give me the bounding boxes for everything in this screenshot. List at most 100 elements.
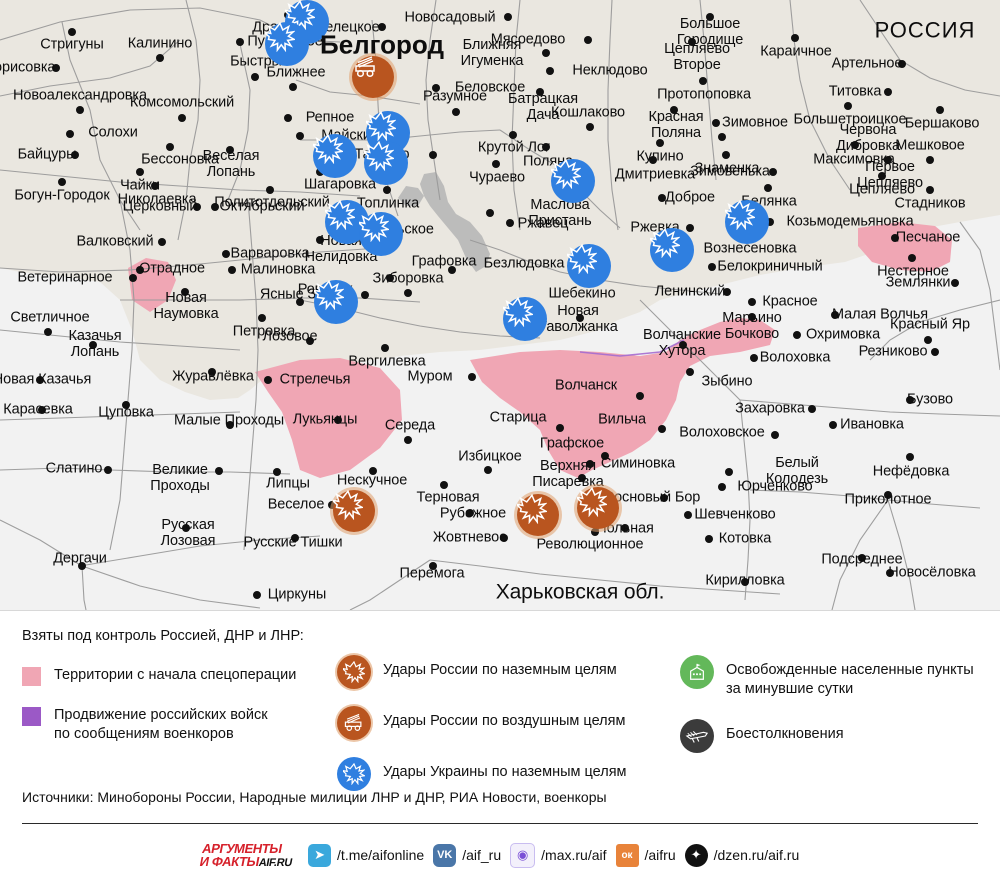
city-dot — [546, 67, 554, 75]
city-label: Разумное — [423, 88, 487, 105]
city-label: Дергачи — [53, 550, 107, 567]
city-dot — [858, 554, 866, 562]
city-dot — [708, 263, 716, 271]
city-label: Белый Колодезь — [765, 455, 829, 487]
ukraine-ground-strike-marker[interactable] — [725, 200, 769, 244]
city-label: Липцы — [266, 475, 310, 492]
aif-logo-line2: И ФАКТЫ — [198, 853, 261, 869]
telegram-icon: ➤ — [308, 843, 332, 867]
city-label: Волчанские Хутора — [643, 327, 721, 359]
city-label: Николаевка — [117, 191, 197, 208]
city-dot — [316, 236, 324, 244]
city-dot — [898, 60, 906, 68]
city-dot — [215, 467, 223, 475]
city-label: Нескучное — [336, 472, 408, 489]
russia-ground-strike-marker[interactable] — [333, 490, 375, 532]
legend-item-russia-air-strikes[interactable]: Удары России по воздушным целям — [337, 706, 627, 740]
social-link-vk[interactable]: VK/aif_ru — [433, 843, 501, 867]
city-label: Беловское — [454, 79, 526, 96]
russia-ground-strike-marker[interactable] — [577, 487, 619, 529]
city-label: Ближнее — [266, 64, 326, 81]
legend-title: Взяты под контроль Россией, ДНР и ЛНР: — [22, 628, 304, 644]
city-dot — [68, 28, 76, 36]
city-label: Циркуны — [267, 586, 327, 603]
city-dot — [636, 392, 644, 400]
social-url: /t.me/aifonline — [337, 847, 425, 863]
city-label: Лукьянцы — [292, 411, 358, 428]
city-label: Симиновка — [600, 455, 676, 472]
city-dot — [178, 114, 186, 122]
legend-item-ukraine-ground-strikes[interactable]: Удары Украины по наземным целям — [337, 757, 627, 791]
burst-blue-icon — [337, 757, 371, 791]
city-dot — [404, 289, 412, 297]
city-dot — [542, 49, 550, 57]
city-label: Артельное — [831, 55, 903, 72]
city-label: Караичное — [760, 43, 832, 60]
city-dot — [578, 474, 586, 482]
city-dot — [741, 578, 749, 586]
social-links: ➤ /t.me/aifonline VK/aif_ru ◉/max.ru/aif ок /… — [308, 842, 799, 868]
city-label: Муром — [407, 368, 453, 385]
ukraine-ground-strike-marker[interactable] — [650, 228, 694, 272]
social-link-dzen[interactable]: ✦ /dzen.ru/aif.ru — [684, 843, 799, 867]
ukraine-ground-strike-marker[interactable] — [364, 141, 408, 185]
russia-ground-strike-marker[interactable] — [517, 494, 559, 536]
city-dot — [906, 396, 914, 404]
map-geometry — [0, 0, 1000, 610]
city-label: Новосёловка — [888, 564, 976, 581]
purple-swatch — [22, 707, 41, 726]
city-dot — [76, 106, 84, 114]
legend-item-advance-milbloggers[interactable]: Продвижение российских войск по сообщения… — [22, 706, 296, 744]
city-dot — [808, 405, 816, 413]
legend-label: Удары России по наземным целям — [383, 662, 617, 678]
city-dot — [679, 341, 687, 349]
city-label: Русские Тишки — [243, 534, 343, 551]
city-label: Ленинский — [654, 283, 726, 300]
city-dot — [381, 344, 389, 352]
ukraine-ground-strike-marker[interactable] — [503, 297, 547, 341]
city-label: Охримовка — [805, 326, 881, 343]
city-label: Захаровка — [735, 400, 805, 417]
legend-item-liberated-settlements[interactable]: Освобожденные населенные пункты за минувш… — [680, 655, 974, 699]
ukraine-ground-strike-marker[interactable] — [551, 159, 595, 203]
city-label: Вергилевка — [348, 353, 426, 370]
city-label: Новосадовый — [404, 9, 496, 26]
city-label: Дмитриевка — [614, 166, 696, 183]
city-dot — [924, 336, 932, 344]
city-dot — [226, 421, 234, 429]
city-dot — [686, 368, 694, 376]
legend-item-clashes[interactable]: Боестолкновения — [680, 719, 974, 753]
city-dot — [466, 509, 474, 517]
city-label: Красное — [762, 293, 818, 310]
city-dot — [722, 151, 730, 159]
social-link-max[interactable]: ◉ /max.ru/aif — [510, 842, 607, 868]
max-icon: ◉ — [510, 842, 536, 868]
city-dot — [228, 266, 236, 274]
map-canvas[interactable]: СтригуныДрагунскоеНовосадовыйБольшоеГоро… — [0, 0, 1000, 610]
ukraine-ground-strike-marker[interactable] — [314, 280, 358, 324]
region-label: Харьковская обл. — [495, 580, 665, 604]
city-label: Казачья Лопань — [68, 328, 122, 360]
city-dot — [705, 535, 713, 543]
city-dot — [158, 238, 166, 246]
ukraine-ground-strike-marker[interactable] — [359, 212, 403, 256]
legend-item-russia-ground-strikes[interactable]: Удары России по наземным целям — [337, 655, 627, 689]
russia-air-strike-marker[interactable] — [352, 56, 394, 98]
legend-item-territory-since-operation[interactable]: Территории с начала спецоперации — [22, 666, 296, 686]
ukraine-ground-strike-marker[interactable] — [567, 244, 611, 288]
city-label: Батрацкая Дача — [507, 91, 579, 123]
city-label: Комсомольский — [129, 94, 235, 111]
city-label: Новая Казачья — [0, 371, 92, 388]
city-label: Сосновый Бор — [603, 489, 701, 506]
social-link-ok[interactable]: ок/aifru — [615, 843, 676, 867]
social-link-telegram[interactable]: ➤ /t.me/aifonline — [308, 843, 425, 867]
city-dot — [284, 114, 292, 122]
legend-label: Удары России по воздушным целям — [383, 713, 626, 729]
city-dot — [656, 139, 664, 147]
city-dot — [486, 209, 494, 217]
city-label: Неклюдово — [572, 62, 648, 79]
odnoklassniki-icon: ок — [615, 843, 639, 867]
ukraine-ground-strike-marker[interactable] — [313, 134, 357, 178]
ukraine-ground-strike-marker[interactable] — [265, 22, 309, 66]
city-dot — [748, 298, 756, 306]
